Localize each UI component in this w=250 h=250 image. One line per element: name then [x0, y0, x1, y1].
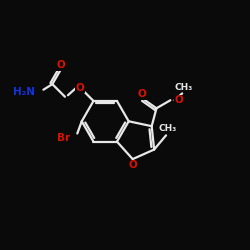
Text: CH₃: CH₃: [174, 83, 193, 92]
Text: H₂N: H₂N: [13, 87, 35, 97]
Text: CH₃: CH₃: [158, 124, 176, 133]
Text: O: O: [138, 89, 146, 99]
Text: O: O: [174, 95, 183, 105]
Text: Br: Br: [57, 134, 70, 143]
Text: O: O: [56, 60, 65, 70]
Text: O: O: [128, 160, 137, 170]
Text: O: O: [76, 83, 85, 93]
